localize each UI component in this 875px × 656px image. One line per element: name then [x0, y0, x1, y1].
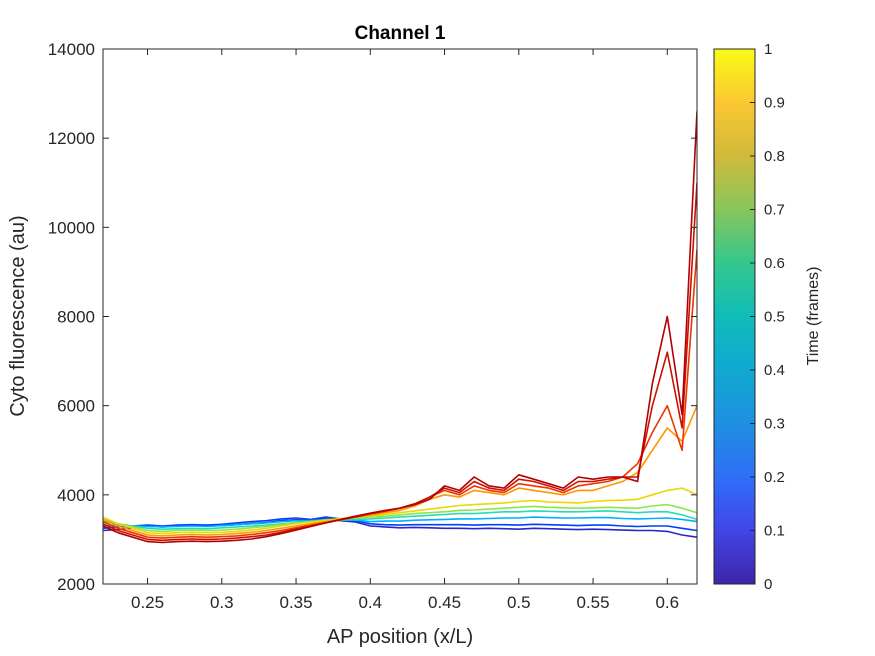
- series-line-6: [103, 487, 697, 535]
- colorbar-tick-label: 0.1: [764, 523, 785, 540]
- x-axis: 0.25 0.3 0.35 0.4 0.45 0.5 0.55 0.6: [131, 49, 679, 612]
- series-line-2: [103, 516, 697, 532]
- colorbar-ticks: 0 0.1 0.2 0.3 0.4 0.5 0.6 0.7 0.8 0.9 1: [750, 41, 785, 593]
- colorbar-tick-label: 0.7: [764, 202, 785, 219]
- colorbar-tick-label: 0: [764, 576, 772, 593]
- y-axis: 2000 4000 6000 8000 10000 12000 14000: [48, 40, 697, 594]
- y-tick-label: 12000: [48, 129, 95, 148]
- x-tick-label: 0.4: [358, 593, 382, 612]
- colorbar-tick-label: 0.6: [764, 255, 785, 272]
- x-tick-label: 0.45: [428, 593, 461, 612]
- y-tick-label: 4000: [57, 486, 95, 505]
- colorbar-tick-label: 0.5: [764, 309, 785, 326]
- colorbar-tick-label: 0.2: [764, 469, 785, 486]
- x-tick-label: 0.35: [280, 593, 313, 612]
- colorbar: [713, 48, 756, 585]
- series-group: [103, 111, 697, 544]
- x-tick-label: 0.6: [655, 593, 679, 612]
- series-line-7: [103, 405, 697, 537]
- colorbar-tick-label: 1: [764, 41, 772, 58]
- colorbar-tick-label: 0.4: [764, 362, 785, 379]
- colorbar-tick-label: 0.8: [764, 148, 785, 165]
- y-tick-label: 8000: [57, 308, 95, 327]
- x-tick-label: 0.55: [577, 593, 610, 612]
- y-tick-label: 14000: [48, 40, 95, 59]
- series-line-4: [103, 510, 697, 531]
- chart-title: Channel 1: [355, 23, 446, 44]
- series-line-5: [103, 503, 697, 533]
- x-tick-label: 0.25: [131, 593, 164, 612]
- series-line-3: [103, 516, 697, 528]
- colorbar-tick-label: 0.3: [764, 416, 785, 433]
- x-axis-label: AP position (x/L): [327, 626, 473, 648]
- x-tick-label: 0.3: [210, 593, 234, 612]
- colorbar-label: Time (frames): [805, 267, 822, 366]
- y-tick-label: 6000: [57, 397, 95, 416]
- plot-background: [103, 49, 697, 584]
- y-tick-label: 10000: [48, 218, 95, 237]
- x-tick-label: 0.5: [507, 593, 531, 612]
- y-tick-label: 2000: [57, 575, 95, 594]
- series-line-10: [103, 111, 697, 544]
- y-axis-label: Cyto fluorescence (au): [7, 215, 29, 416]
- colorbar-tick-label: 0.9: [764, 95, 785, 112]
